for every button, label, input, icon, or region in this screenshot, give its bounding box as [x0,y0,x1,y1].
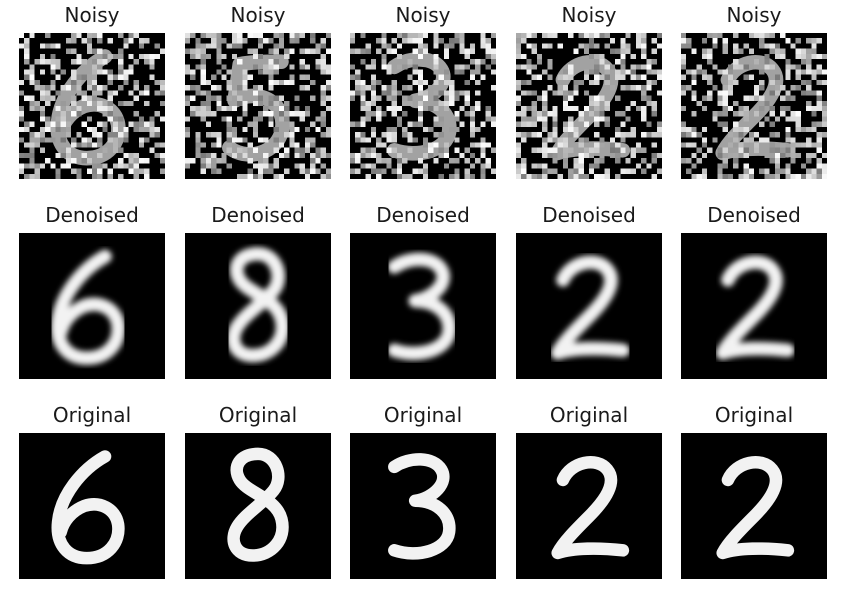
denoised-digit-image [516,233,662,379]
noise-pixels [185,33,331,179]
original-digit-image [19,433,165,579]
image-cell-original: Original [516,0,662,597]
image-cell-noisy: Noisy [516,0,662,597]
noisy-digit-image [681,33,827,179]
cell-title: Original [383,403,463,427]
digit-image-svg [551,456,630,560]
noisy-digit-image [185,33,331,179]
denoised-digit-image [19,233,165,379]
digit-stroke [716,456,795,560]
digit-image-svg [388,453,456,560]
cell-title: Denoised [45,203,139,227]
cell-title: Original [218,403,298,427]
original-digit-image [516,433,662,579]
digit-image-svg [227,447,289,562]
digit-stroke [388,453,456,560]
cell-title: Noisy [395,3,451,27]
digit-image-svg [350,33,496,179]
image-cell-noisy: Noisy [19,0,165,597]
digit-image-svg [19,33,165,179]
cell-title: Noisy [230,3,286,27]
digit-stroke [715,255,795,360]
image-cell-denoised: Denoised [185,0,331,597]
noise-pixels [19,33,165,179]
digit-image-svg [516,33,662,179]
noisy-digit-image [350,33,496,179]
cell-title: Denoised [542,203,636,227]
cell-title: Noisy [64,3,120,27]
cell-title: Denoised [376,203,470,227]
noise-pixels [350,33,496,179]
noise-pixels [681,33,827,179]
original-digit-image [681,433,827,579]
image-cell-noisy: Noisy [185,0,331,597]
digit-image-svg [715,255,795,360]
cell-title: Original [714,403,794,427]
cell-title: Original [52,403,132,427]
digit-stroke [551,456,630,560]
cell-title: Noisy [726,3,782,27]
noisy-digit-image [19,33,165,179]
digit-image-svg [226,247,290,363]
image-cell-original: Original [350,0,496,597]
noise-pixels [516,33,662,179]
image-cell-original: Original [185,0,331,597]
digit-image-svg [716,456,795,560]
digit-image-svg [51,249,126,365]
cell-title: Denoised [707,203,801,227]
image-cell-original: Original [681,0,827,597]
denoised-digit-image [185,233,331,379]
image-cell-denoised: Denoised [516,0,662,597]
digit-stroke [550,255,630,360]
digit-image-svg [185,33,331,179]
image-cell-denoised: Denoised [350,0,496,597]
image-cell-original: Original [19,0,165,597]
digit-stroke [387,252,456,361]
denoised-digit-image [350,233,496,379]
digit-image-svg [681,33,827,179]
digit-image-svg [550,255,630,360]
digit-image-svg [51,450,125,565]
image-cell-noisy: Noisy [350,0,496,597]
digit-stroke [227,447,289,562]
image-cell-denoised: Denoised [19,0,165,597]
image-cell-denoised: Denoised [681,0,827,597]
digit-image-svg [387,252,456,361]
denoised-digit-image [681,233,827,379]
digit-stroke [226,247,290,363]
digit-stroke [51,450,125,565]
cell-title: Denoised [211,203,305,227]
image-cell-noisy: Noisy [681,0,827,597]
original-digit-image [185,433,331,579]
cell-title: Noisy [561,3,617,27]
noisy-digit-image [516,33,662,179]
cell-title: Original [549,403,629,427]
digit-stroke [51,249,126,365]
original-digit-image [350,433,496,579]
